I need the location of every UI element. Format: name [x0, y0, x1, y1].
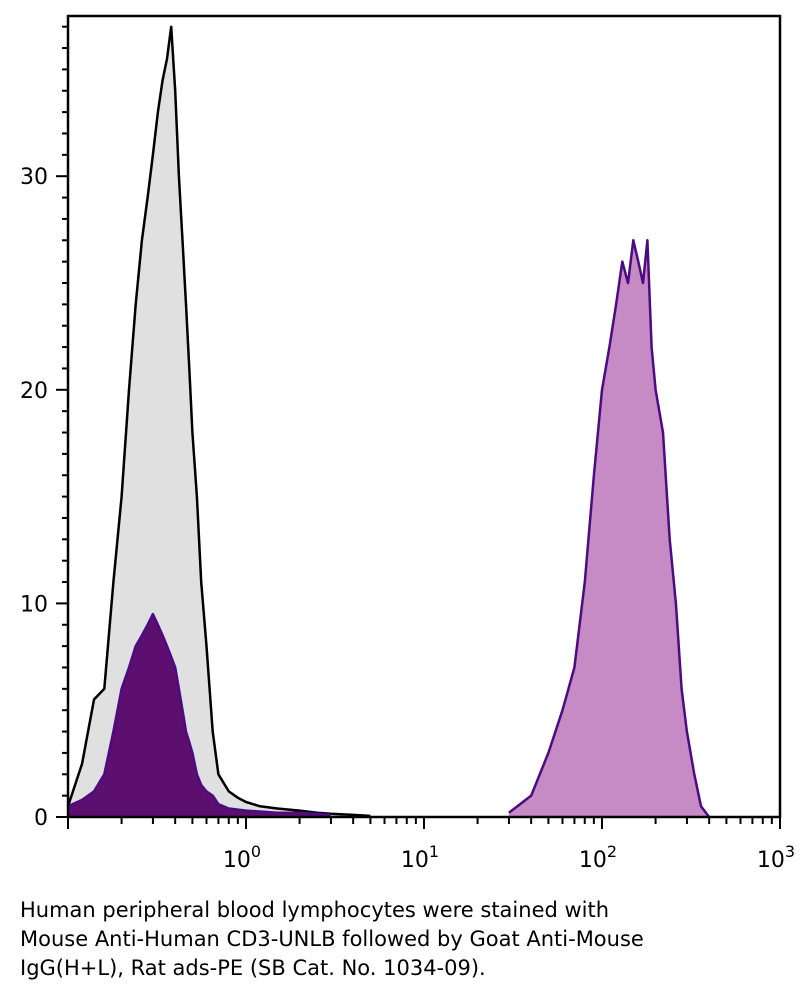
x-tick-label-exponent: 1 [429, 842, 439, 861]
y-axis: 0 10 20 30 [20, 25, 68, 831]
y-tick-label: 20 [20, 379, 48, 404]
series-2-area [68, 614, 331, 817]
caption-line-1: Human peripheral blood lymphocytes were … [20, 898, 610, 922]
x-tick-label-base: 10 [401, 848, 429, 873]
x-tick-label-exponent: 3 [785, 842, 795, 861]
x-tick-label: 101 [401, 842, 439, 873]
x-tick-label-exponent: 2 [607, 842, 617, 861]
x-tick-label: 102 [579, 842, 617, 873]
series-3-line [508, 239, 711, 818]
x-tick-label: 103 [757, 842, 795, 873]
x-tick-label-base: 10 [223, 848, 251, 873]
x-axis: 100 101 102 103 [67, 817, 795, 873]
series-1-area [68, 26, 371, 817]
x-tick-label: 100 [223, 842, 261, 873]
y-tick-label: 10 [20, 592, 48, 617]
x-tick-label-base: 10 [579, 848, 607, 873]
series-2-line [67, 612, 331, 817]
series-3-area [508, 240, 710, 818]
y-tick-label: 30 [20, 165, 48, 190]
y-tick-label: 0 [34, 806, 48, 831]
caption-line-3: IgG(H+L), Rat ads-PE (SB Cat. No. 1034-0… [20, 956, 486, 980]
series-layer [66, 25, 711, 818]
x-tick-label-exponent: 0 [251, 842, 261, 861]
series-1-line [66, 25, 371, 818]
x-tick-label-base: 10 [757, 848, 785, 873]
caption-line-2: Mouse Anti-Human CD3-UNLB followed by Go… [20, 927, 644, 951]
figure-caption: Human peripheral blood lymphocytes were … [20, 896, 790, 983]
